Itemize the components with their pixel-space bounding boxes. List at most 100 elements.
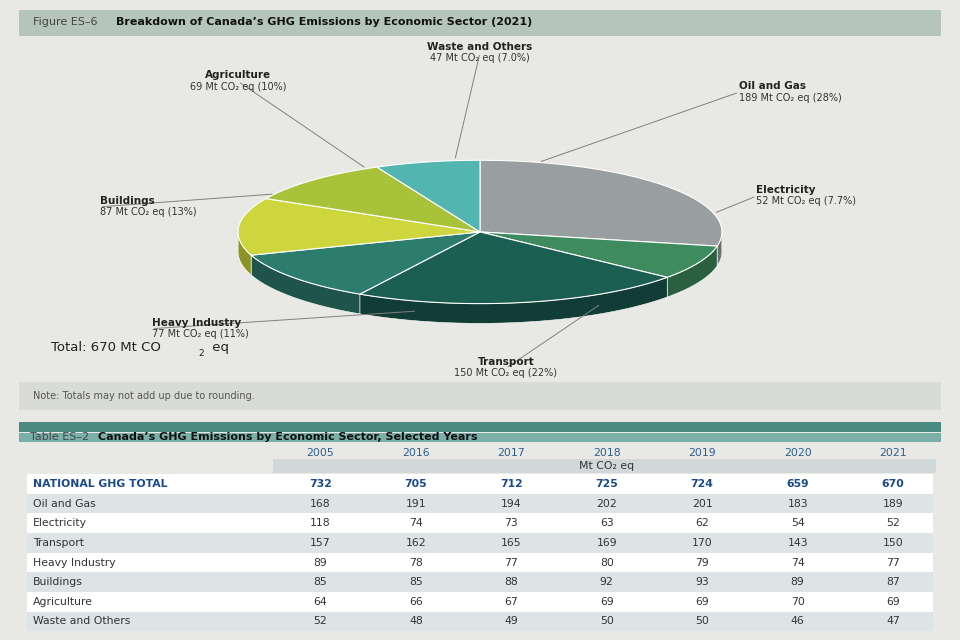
Text: 92: 92 xyxy=(600,577,613,587)
Text: 47 Mt CO₂ eq (7.0%): 47 Mt CO₂ eq (7.0%) xyxy=(430,53,530,63)
Text: 724: 724 xyxy=(691,479,713,489)
Text: 69: 69 xyxy=(695,597,709,607)
Polygon shape xyxy=(717,230,722,266)
Bar xyxy=(19,422,941,432)
Text: Total: 670 Mt CO: Total: 670 Mt CO xyxy=(52,341,161,354)
Text: 87: 87 xyxy=(886,577,900,587)
Text: 725: 725 xyxy=(595,479,618,489)
Text: 64: 64 xyxy=(314,597,327,607)
Bar xyxy=(27,572,933,592)
Polygon shape xyxy=(252,232,480,294)
Text: 77: 77 xyxy=(504,557,518,568)
Bar xyxy=(19,433,941,442)
Text: 2017: 2017 xyxy=(497,448,525,458)
Text: 162: 162 xyxy=(405,538,426,548)
Text: 50: 50 xyxy=(600,616,613,627)
Text: Heavy Industry: Heavy Industry xyxy=(33,557,115,568)
Text: Buildings: Buildings xyxy=(100,196,155,206)
Text: Electricity: Electricity xyxy=(33,518,87,528)
Bar xyxy=(27,592,933,612)
Text: 89: 89 xyxy=(791,577,804,587)
Text: 2021: 2021 xyxy=(879,448,907,458)
Text: 62: 62 xyxy=(695,518,709,528)
Text: 712: 712 xyxy=(500,479,522,489)
Text: Waste and Others: Waste and Others xyxy=(427,42,533,52)
Text: Breakdown of Canada’s GHG Emissions by Economic Sector (2021): Breakdown of Canada’s GHG Emissions by E… xyxy=(116,17,532,28)
Polygon shape xyxy=(360,232,667,303)
Text: 670: 670 xyxy=(881,479,904,489)
Text: 2005: 2005 xyxy=(306,448,334,458)
Bar xyxy=(27,494,933,513)
Text: 54: 54 xyxy=(791,518,804,528)
Text: 52: 52 xyxy=(886,518,900,528)
Text: 49: 49 xyxy=(504,616,518,627)
Text: 52 Mt CO₂ eq (7.7%): 52 Mt CO₂ eq (7.7%) xyxy=(756,196,856,207)
Text: 157: 157 xyxy=(310,538,330,548)
Polygon shape xyxy=(480,160,722,246)
Text: Mt CO₂ eq: Mt CO₂ eq xyxy=(579,461,635,470)
Text: 88: 88 xyxy=(504,577,518,587)
Bar xyxy=(273,459,936,473)
Text: 2: 2 xyxy=(198,349,204,358)
Text: 63: 63 xyxy=(600,518,613,528)
Text: Transport: Transport xyxy=(477,357,535,367)
Text: 150: 150 xyxy=(882,538,903,548)
Polygon shape xyxy=(238,230,252,275)
Text: 69: 69 xyxy=(886,597,900,607)
Text: 659: 659 xyxy=(786,479,809,489)
Text: Electricity: Electricity xyxy=(756,185,816,195)
Text: 89: 89 xyxy=(314,557,327,568)
Text: 169: 169 xyxy=(596,538,617,548)
Polygon shape xyxy=(667,246,717,297)
Polygon shape xyxy=(377,160,480,232)
Text: 143: 143 xyxy=(787,538,808,548)
Polygon shape xyxy=(360,277,667,323)
Text: 93: 93 xyxy=(695,577,709,587)
Polygon shape xyxy=(252,255,360,314)
Text: 2016: 2016 xyxy=(402,448,430,458)
Bar xyxy=(19,10,941,36)
Text: 66: 66 xyxy=(409,597,422,607)
Text: 47: 47 xyxy=(886,616,900,627)
Bar xyxy=(27,513,933,533)
Text: 202: 202 xyxy=(596,499,617,509)
Text: 74: 74 xyxy=(791,557,804,568)
Bar xyxy=(27,474,933,494)
Bar xyxy=(27,612,933,631)
Text: 191: 191 xyxy=(405,499,426,509)
Text: 705: 705 xyxy=(404,479,427,489)
Text: Oil and Gas: Oil and Gas xyxy=(33,499,96,509)
Text: 77 Mt CO₂ eq (11%): 77 Mt CO₂ eq (11%) xyxy=(152,329,249,339)
Polygon shape xyxy=(238,198,480,255)
Text: Buildings: Buildings xyxy=(33,577,83,587)
Text: Figure ES–6: Figure ES–6 xyxy=(33,17,105,28)
Polygon shape xyxy=(480,232,717,277)
Text: 74: 74 xyxy=(409,518,422,528)
Text: 50: 50 xyxy=(695,616,709,627)
Text: 87 Mt CO₂ eq (13%): 87 Mt CO₂ eq (13%) xyxy=(100,207,197,217)
Text: 77: 77 xyxy=(886,557,900,568)
Text: NATIONAL GHG TOTAL: NATIONAL GHG TOTAL xyxy=(33,479,168,489)
Text: 52: 52 xyxy=(314,616,327,627)
Text: Transport: Transport xyxy=(33,538,84,548)
Text: eq: eq xyxy=(208,341,229,354)
Text: 201: 201 xyxy=(692,499,712,509)
Text: 48: 48 xyxy=(409,616,422,627)
Text: 80: 80 xyxy=(600,557,613,568)
Text: Oil and Gas: Oil and Gas xyxy=(739,81,806,91)
Text: 2020: 2020 xyxy=(783,448,811,458)
Text: 2018: 2018 xyxy=(593,448,620,458)
Text: 85: 85 xyxy=(314,577,327,587)
Bar xyxy=(27,553,933,572)
Text: Note: Totals may not add up due to rounding.: Note: Totals may not add up due to round… xyxy=(33,390,254,401)
Text: Waste and Others: Waste and Others xyxy=(33,616,131,627)
Text: 118: 118 xyxy=(310,518,330,528)
Text: 189 Mt CO₂ eq (28%): 189 Mt CO₂ eq (28%) xyxy=(739,93,842,102)
Text: 168: 168 xyxy=(310,499,330,509)
Text: 78: 78 xyxy=(409,557,422,568)
Text: 69: 69 xyxy=(600,597,613,607)
Bar xyxy=(27,533,933,553)
Text: 46: 46 xyxy=(791,616,804,627)
Text: 73: 73 xyxy=(504,518,518,528)
Text: 85: 85 xyxy=(409,577,422,587)
